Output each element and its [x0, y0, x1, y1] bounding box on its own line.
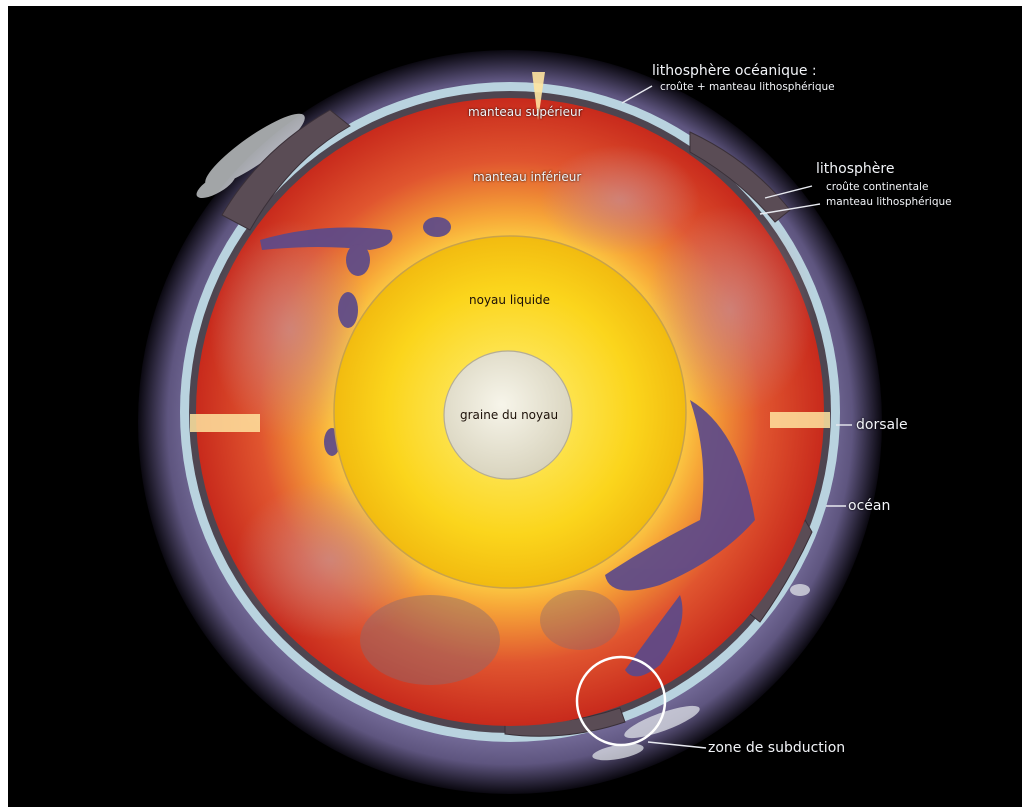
lower-mantle-label: manteau inférieur [473, 170, 582, 184]
continents [221, 109, 813, 737]
clouds [196, 113, 810, 761]
subduction-highlight-circle [575, 655, 667, 747]
subducting-plates [260, 217, 755, 677]
continental-crust-label: croûte continentale [826, 181, 929, 193]
inner-core [443, 350, 573, 480]
lithosphere-title: lithosphère [816, 161, 895, 177]
oceanic-lithosphere-title: lithosphère océanique : [652, 63, 817, 79]
oceanic-lithosphere-detail: croûte + manteau lithosphérique [660, 81, 835, 93]
lithospheric-mantle-label: manteau lithosphérique [826, 196, 952, 208]
ridges [190, 72, 830, 432]
leader-lines [621, 85, 852, 749]
mantle-texture [210, 145, 815, 685]
subduction-zone-label: zone de subduction [708, 740, 846, 756]
liquid-core-label: noyau liquide [469, 293, 551, 307]
ridge-label: dorsale [856, 417, 908, 433]
ocean-label: océan [848, 498, 891, 514]
inner-core-label: graine du noyau [460, 408, 559, 422]
upper-mantle-label: manteau supérieur [468, 105, 583, 119]
